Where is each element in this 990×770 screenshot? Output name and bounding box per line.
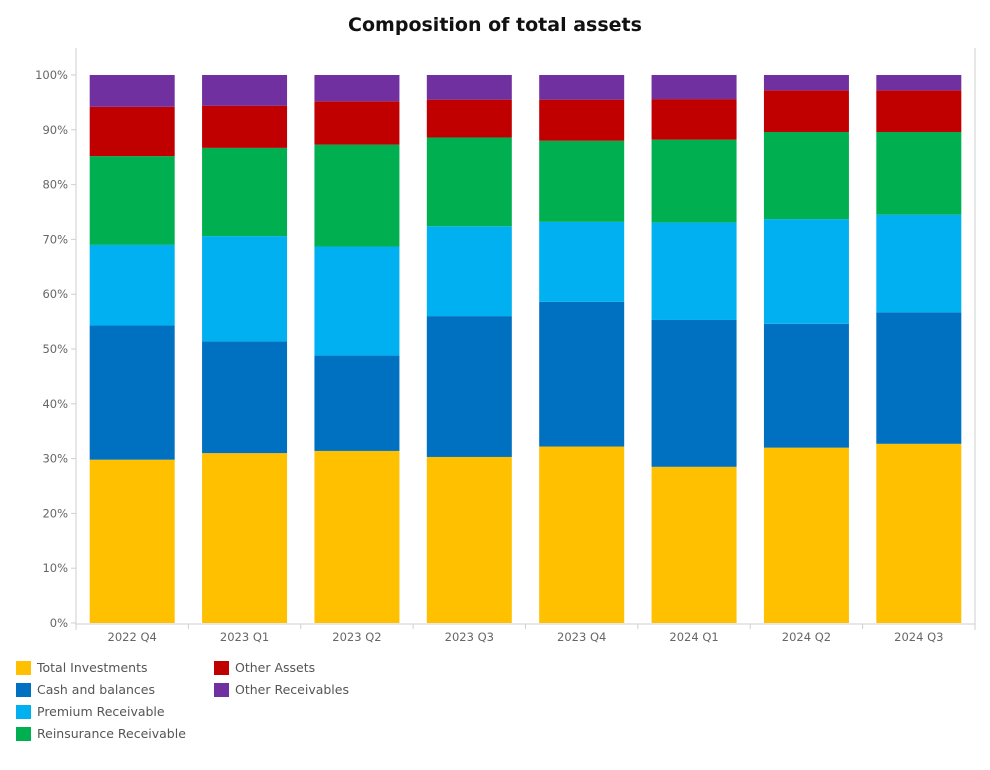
bar-segment-total-investments[interactable] (202, 453, 288, 623)
legend-label: Reinsurance Receivable (37, 726, 186, 741)
bar-segment-reinsurance-receivable[interactable] (202, 147, 288, 237)
x-tick-label: 2024 Q2 (782, 630, 831, 644)
y-tick-label: 20% (42, 506, 68, 520)
x-tick-label: 2022 Q4 (108, 630, 157, 644)
bar-segment-total-investments[interactable] (651, 466, 737, 623)
bar-segment-premium-receivable[interactable] (426, 226, 512, 317)
x-tick-label: 2023 Q4 (557, 630, 606, 644)
x-tick-label: 2024 Q1 (669, 630, 718, 644)
legend-label: Cash and balances (37, 682, 156, 697)
y-tick-label: 80% (42, 178, 68, 192)
bar-segment-premium-receivable[interactable] (314, 246, 400, 356)
bar-segment-other-assets[interactable] (202, 105, 288, 148)
bar-segment-other-receivables[interactable] (876, 75, 962, 91)
bar-segment-reinsurance-receivable[interactable] (89, 156, 175, 245)
bar-segment-reinsurance-receivable[interactable] (314, 144, 400, 247)
chart-title: Composition of total assets (348, 14, 642, 36)
bar-segment-cash-and-balances[interactable] (876, 312, 962, 444)
bar-segment-total-investments[interactable] (539, 446, 625, 623)
bar-segment-other-assets[interactable] (314, 101, 400, 145)
legend-swatch (214, 661, 229, 675)
bar-segment-other-assets[interactable] (876, 90, 962, 132)
bar-segment-cash-and-balances[interactable] (426, 316, 512, 457)
bar-segment-other-receivables[interactable] (651, 75, 737, 100)
bar-segment-reinsurance-receivable[interactable] (426, 137, 512, 227)
bar-segment-cash-and-balances[interactable] (202, 341, 288, 454)
bar-segment-premium-receivable[interactable] (763, 219, 849, 324)
y-tick-label: 100% (35, 68, 68, 82)
bar-segment-other-assets[interactable] (539, 99, 625, 141)
legend-label: Total Investments (37, 660, 148, 675)
bar-segment-reinsurance-receivable[interactable] (651, 139, 737, 223)
bar-segment-premium-receivable[interactable] (651, 222, 737, 320)
legend-swatch (16, 661, 31, 675)
bar-segment-premium-receivable[interactable] (876, 214, 962, 313)
y-tick-label: 0% (50, 616, 68, 630)
bar-segment-other-assets[interactable] (651, 99, 737, 140)
y-tick-label: 40% (42, 397, 68, 411)
bar-segment-total-investments[interactable] (314, 450, 400, 623)
y-axis: 0% 10% 20% 30% 40% 50% 60% 70% 80% 90% 100% (35, 48, 77, 630)
y-tick-label: 70% (42, 232, 68, 246)
legend-label: Other Receivables (235, 682, 349, 697)
x-tick-label: 2024 Q3 (894, 630, 943, 644)
legend-label: Other Assets (235, 660, 316, 675)
x-tick-label: 2023 Q2 (332, 630, 381, 644)
bar-segment-other-receivables[interactable] (202, 75, 288, 106)
bar-segment-other-assets[interactable] (763, 90, 849, 132)
bar-segment-other-receivables[interactable] (426, 75, 512, 100)
bar-segment-total-investments[interactable] (876, 443, 962, 623)
y-tick-label: 30% (42, 452, 68, 466)
bar-segment-premium-receivable[interactable] (89, 244, 175, 326)
legend-swatch (214, 683, 229, 697)
bar-segment-other-assets[interactable] (89, 106, 175, 157)
bar-segment-cash-and-balances[interactable] (539, 301, 625, 447)
bar-segment-reinsurance-receivable[interactable] (539, 140, 625, 222)
bar-segment-total-investments[interactable] (763, 447, 849, 623)
y-tick-label: 90% (42, 123, 68, 137)
bar-segment-total-investments[interactable] (89, 459, 175, 623)
bar-segment-reinsurance-receivable[interactable] (763, 131, 849, 220)
bar-segment-reinsurance-receivable[interactable] (876, 131, 962, 215)
y-tick-label: 10% (42, 561, 68, 575)
y-tick-label: 50% (42, 342, 68, 356)
bar-segment-other-assets[interactable] (426, 99, 512, 138)
legend-label: Premium Receivable (37, 704, 165, 719)
bar-segment-other-receivables[interactable] (314, 75, 400, 102)
bars-group (89, 75, 962, 623)
legend-swatch (16, 705, 31, 719)
x-tick-label: 2023 Q3 (445, 630, 494, 644)
bar-segment-cash-and-balances[interactable] (651, 319, 737, 467)
bar-segment-cash-and-balances[interactable] (763, 323, 849, 448)
bar-segment-premium-receivable[interactable] (202, 236, 288, 342)
bar-segment-other-receivables[interactable] (89, 75, 175, 107)
y-tick-label: 60% (42, 287, 68, 301)
bar-segment-other-receivables[interactable] (763, 75, 849, 91)
x-tick-label: 2023 Q1 (220, 630, 269, 644)
bar-segment-cash-and-balances[interactable] (89, 325, 175, 460)
legend-swatch (16, 683, 31, 697)
bar-segment-other-receivables[interactable] (539, 75, 625, 100)
legend-swatch (16, 727, 31, 741)
bar-segment-premium-receivable[interactable] (539, 221, 625, 302)
x-axis: 2022 Q4 2023 Q1 2023 Q2 2023 Q3 2023 Q4 2024 … (76, 48, 976, 644)
bar-segment-total-investments[interactable] (426, 456, 512, 623)
bar-segment-cash-and-balances[interactable] (314, 355, 400, 451)
